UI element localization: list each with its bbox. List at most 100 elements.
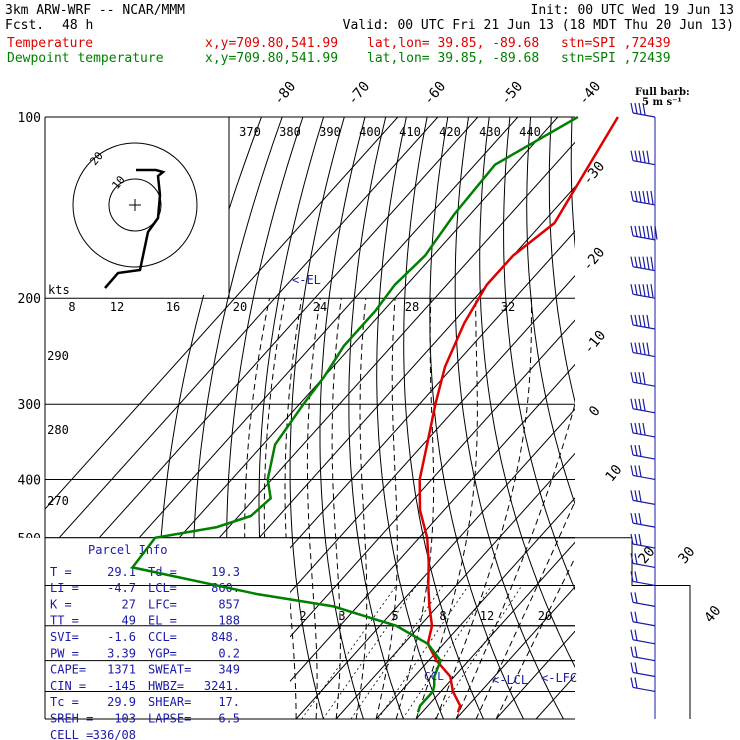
wind-barb-flag-11-1 [634,444,638,456]
temp-tick--10: -10 [581,328,610,358]
wind-barb-flag-8-2 [638,372,642,384]
wind-barb-staff-4 [632,266,656,272]
parcel-row-9-value2: 6.5 [218,711,240,725]
wind-barb-flag-3-2 [638,225,642,238]
moist-adiabat [415,298,478,719]
wind-barb-flag-5-3 [642,284,646,297]
parcel-row-7-value1: -145 [107,679,136,693]
wind-barb-flag-8-3 [642,372,646,385]
dewpoint-station: stn=SPI ,72439 [561,51,671,66]
mixing-ratio-line [402,585,493,719]
wind-barb-flag-1-0 [630,150,634,161]
dry-adiabat [289,117,345,719]
wind-barb-flag-1-2 [638,150,642,162]
wind-barb-flag-23-0 [630,677,634,688]
parcel-row-5-value2: 0.2 [218,646,240,660]
wind-barb-staff-0 [632,112,656,118]
dry-adiabat [717,117,740,732]
parcel-row-6-value1: 1371 [107,663,136,677]
temp-tick-10: 10 [602,462,625,485]
parcel-row-5-value1: 3.39 [107,646,136,660]
ccl-annotation: CCL [424,670,444,683]
wind-barb-flag-3-3 [642,225,646,238]
parcel-row-5-label2: YGP= [148,646,177,660]
parcel-row-0-value1: 29.1 [107,565,136,579]
wind-barb-flag-1-3 [642,150,646,163]
parcel-row-10-value1: 336/08 [93,728,136,740]
theta-label-400: 400 [359,125,381,139]
dry-adiabat [676,117,740,732]
wind-barb-staff-22 [632,671,656,678]
barb-legend-line2: 5 m s⁻¹ [642,97,682,108]
parcel-row-8-value2: 17. [218,695,240,709]
theta-label-420: 420 [439,125,461,139]
pressure-label-100: 100 [18,111,41,126]
theta-label-410: 410 [399,125,421,139]
isotherm [495,630,575,719]
parcel-row-6-label2: SWEAT= [148,663,191,677]
parcel-row-9-label2: LAPSE= [148,711,191,725]
temperature-xy: x,y=709.80,541.99 [205,36,339,51]
wind-barb-staff-19 [632,621,656,627]
isotherm [45,117,439,555]
isotherm [375,497,575,719]
wind-barb-flag-18-1 [634,592,638,604]
wind-barb-flag-6-2 [638,314,642,327]
wind-barb-flag-9-2 [638,398,642,411]
wind-barb-flag-4-5 [650,256,654,270]
parcel-row-10-label1: CELL = [50,728,93,740]
dry-adiabat [429,117,525,719]
wind-barb-flag-10-3 [642,422,646,435]
moist-adiabat [435,298,533,719]
isotherm [335,452,575,719]
hodograph-trace [104,168,166,289]
parcel-row-5-label1: PW = [50,646,79,660]
mixing-ratio-label-32: 32 [501,300,515,314]
theta-label-380: 380 [279,125,301,139]
theta-label-280: 280 [47,423,69,437]
wind-barb-staff-7 [632,351,656,358]
wind-barb-staff-20 [632,639,656,645]
wind-barb-flag-20-1 [634,629,638,641]
pressure-label-400: 400 [18,473,41,488]
parcel-row-6-value2: 349 [218,663,240,677]
parcel-info-background [0,537,290,740]
wind-barb-flag-7-1 [634,342,638,354]
isotherm [255,363,575,719]
wind-barb-flag-4-2 [638,256,642,268]
wind-barb-flag-7-2 [638,342,642,354]
wind-barb-flag-11-2 [638,444,642,457]
wind-barb-flag-10-2 [638,422,642,435]
wind-barb-flag-6-3 [642,314,646,327]
dry-adiabat [376,117,445,719]
temp-tick-30: 30 [675,544,698,567]
wind-barb-flag-18-0 [630,592,634,603]
wind-barb-flag-5-5 [650,284,654,298]
wind-barb-flag-12-0 [630,465,634,476]
wind-barb-flag-13-0 [630,490,634,501]
dry-adiabat [655,117,740,732]
temp-tick--50: -50 [498,79,527,109]
theta-label-390: 390 [319,125,341,139]
parcel-row-7-label2: HWBZ= [148,679,184,693]
mixing-ratio-label-28: 28 [405,300,419,314]
temp-tick-40: 40 [701,603,724,626]
el-annotation: <-EL [292,273,321,287]
wind-barb-flag-5-0 [630,284,634,295]
mixing-ratio-label-20: 20 [233,300,247,314]
parcel-row-3-value2: 188 [218,614,240,628]
parcel-row-7-label1: CIN = [50,679,86,693]
wind-barb-staff-1 [632,160,656,166]
wind-barb-flag-19-1 [634,611,638,623]
wind-barb-staff-3 [632,235,656,241]
parcel-row-4-label2: CCL= [148,630,177,644]
model-title: 3km ARW-WRF -- NCAR/MMM [5,3,186,18]
wind-barb-flag-22-1 [634,662,638,674]
isotherm [45,117,479,599]
parcel-row-2-label1: K = [50,597,72,611]
parcel-row-3-value1: 49 [122,614,136,628]
wind-barb-flag-2-0 [630,190,634,202]
wind-barb-flag-7-0 [630,342,634,353]
wind-barb-flag-14-0 [630,512,634,524]
wind-barb-flag-5-4 [646,284,650,297]
